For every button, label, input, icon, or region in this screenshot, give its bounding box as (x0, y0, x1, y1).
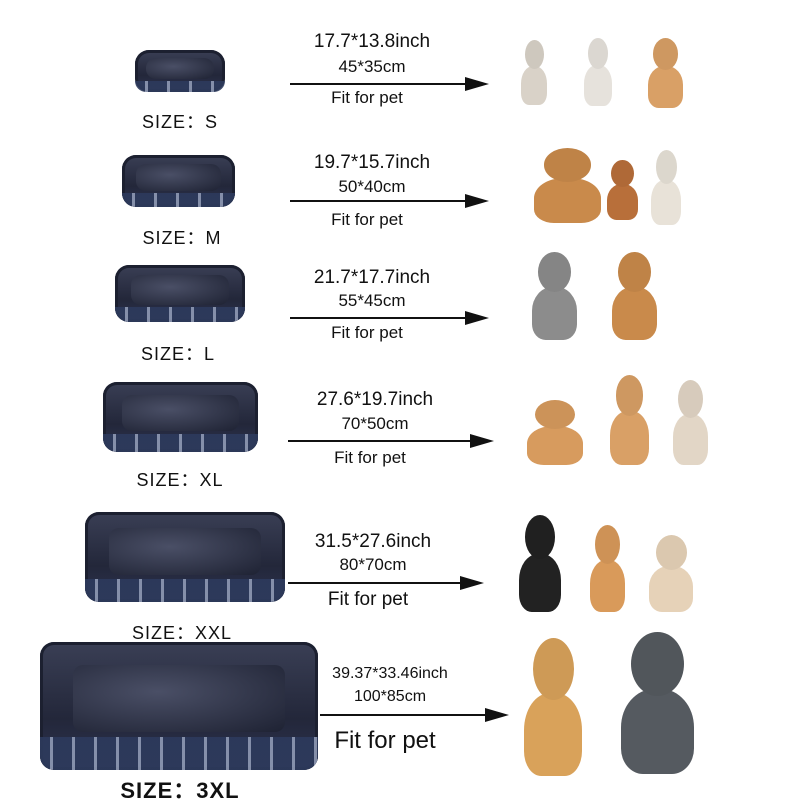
pet-photo (600, 160, 645, 220)
pet-head (535, 400, 575, 430)
pet-photo (522, 252, 587, 340)
pet-photo (582, 525, 632, 612)
arrow-icon (290, 311, 489, 325)
pet-photo (515, 40, 553, 105)
pet-head (594, 525, 620, 565)
size-label: SIZE：L (140, 344, 216, 364)
arrow-icon (288, 434, 494, 448)
pet-photo (640, 535, 702, 612)
pet-body (620, 688, 695, 774)
dimension-inches: 31.5*27.6inch (314, 531, 432, 552)
dimension-cm: 80*70cm (339, 555, 407, 574)
pet-photo (665, 380, 715, 465)
pet-head (588, 38, 608, 69)
pet-body (606, 184, 639, 220)
bed-pattern-band (122, 193, 235, 207)
pet-bed-image (135, 50, 225, 92)
pet-photo (520, 148, 615, 223)
pet-bed-image (115, 265, 245, 322)
size-label: SIZE：XL (136, 470, 224, 490)
pet-body (534, 178, 601, 223)
fit-for-pet-label: Fit for pet (331, 323, 403, 342)
arrow-icon (320, 708, 509, 722)
pet-body (584, 65, 612, 106)
dimension-inches: 21.7*17.7inch (313, 267, 431, 288)
pet-body (672, 414, 708, 465)
pet-head (615, 375, 644, 416)
arrow-icon (288, 576, 484, 590)
bed-cushion (145, 57, 215, 80)
pet-photo (578, 38, 618, 106)
arrow-icon (290, 194, 489, 208)
fit-for-pet-label: Fit for pet (334, 727, 436, 754)
pet-head (631, 632, 684, 696)
bed-pattern-band (135, 81, 225, 92)
pet-photo (515, 400, 595, 465)
pet-body (649, 565, 693, 612)
size-label: SIZE：XXL (131, 623, 233, 643)
pet-head (525, 515, 555, 559)
dimension-inches: 39.37*33.46inch (332, 665, 448, 682)
pet-head (618, 252, 651, 292)
pet-body (519, 553, 561, 612)
fit-for-pet-label: Fit for pet (334, 448, 406, 467)
dimension-inches: 17.7*13.8inch (313, 31, 431, 52)
bed-cushion (73, 665, 285, 732)
fit-for-pet-label: Fit for pet (327, 589, 409, 610)
pet-body (589, 559, 625, 612)
pet-photo (645, 150, 687, 225)
pet-photo (602, 252, 667, 340)
bed-pattern-band (103, 433, 258, 452)
pet-photo (602, 375, 657, 465)
pet-head (543, 148, 592, 182)
pet-body (647, 66, 683, 108)
pet-bed-image (85, 512, 285, 602)
bed-pattern-band (40, 736, 318, 770)
pet-body (610, 411, 649, 465)
bed-cushion (109, 528, 261, 575)
dimension-inches: 27.6*19.7inch (316, 389, 434, 410)
pet-photo (605, 632, 710, 774)
bed-cushion (135, 164, 222, 192)
pet-bed-image (103, 382, 258, 452)
dimension-cm: 45*35cm (338, 57, 406, 76)
bed-pattern-band (85, 578, 285, 602)
dimension-cm: 70*50cm (341, 414, 409, 433)
pet-body (531, 287, 578, 340)
fit-for-pet-label: Fit for pet (331, 88, 403, 107)
dimension-inches: 19.7*15.7inch (313, 152, 431, 173)
pet-photo (640, 38, 690, 108)
pet-photo (510, 515, 570, 612)
pet-body (651, 180, 681, 225)
pet-head (655, 150, 677, 184)
dimension-cm: 55*45cm (338, 291, 406, 310)
bed-pattern-band (115, 307, 245, 322)
pet-body (611, 287, 658, 340)
size-label: SIZE：S (141, 112, 219, 132)
pet-photo (512, 638, 594, 776)
pet-head (677, 380, 703, 419)
bed-cushion (121, 394, 240, 431)
pet-body (527, 426, 583, 465)
pet-body (524, 693, 582, 776)
pet-head (524, 40, 544, 70)
arrow-icon (290, 77, 489, 91)
pet-head (652, 38, 678, 70)
pet-bed-image (40, 642, 318, 770)
fit-for-pet-label: Fit for pet (331, 210, 403, 229)
pet-body (520, 66, 548, 105)
pet-bed-image (122, 155, 235, 207)
size-label: SIZE：M (142, 228, 222, 248)
pet-head (655, 535, 687, 570)
dimension-cm: 100*85cm (353, 688, 427, 705)
pet-head (611, 160, 634, 187)
dimension-cm: 50*40cm (338, 177, 406, 196)
bed-cushion (130, 275, 230, 305)
size-label: SIZE：3XL (120, 778, 240, 800)
pet-head (538, 252, 571, 292)
pet-head (532, 638, 574, 701)
